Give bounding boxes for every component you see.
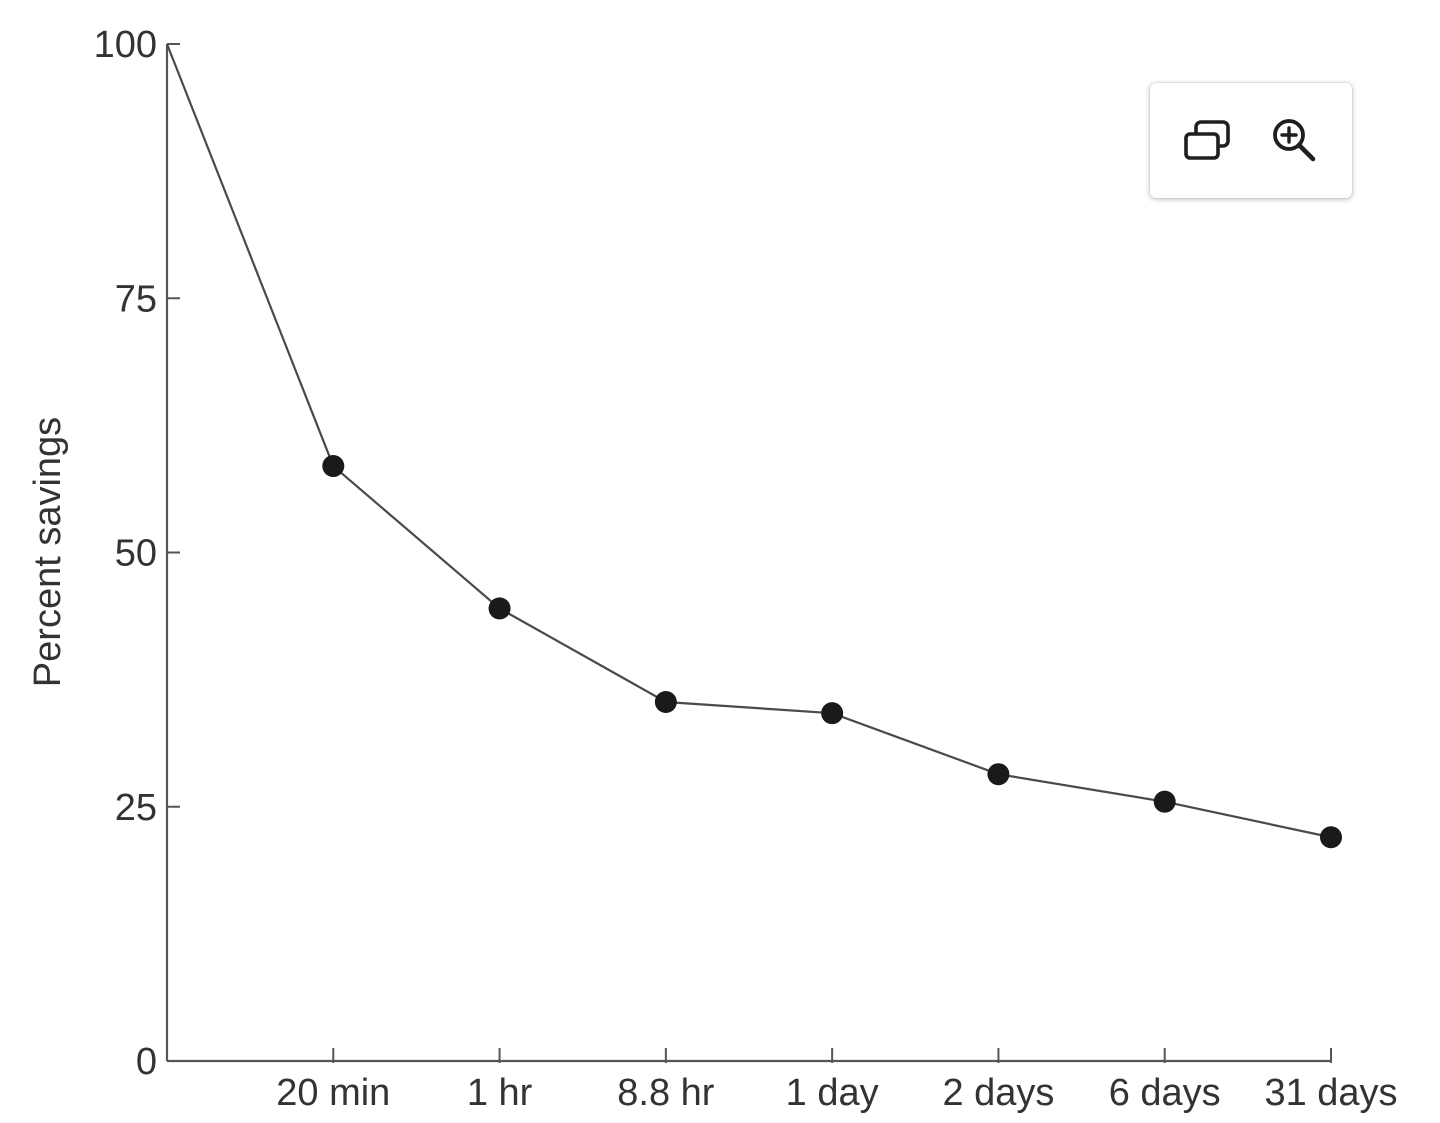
data-point [654,690,677,713]
y-axis: 0 25 50 75 100 [94,24,180,1083]
x-tick-label: 20 min [276,1072,390,1114]
x-tick-label: 6 days [1109,1072,1221,1114]
figure-toolbar [1150,83,1352,198]
x-axis: 20 min 1 hr 8.8 hr 1 day 2 days 6 days 31 days [167,1048,1398,1114]
data-point [821,702,844,725]
y-tick-label: 25 [115,787,157,829]
data-point [1320,826,1342,849]
zoom-in-button[interactable] [1266,113,1322,169]
data-point [1153,790,1176,813]
series-line [165,43,1332,839]
data-series [165,43,1342,849]
data-point [322,455,345,478]
x-tick-label: 31 days [1264,1072,1397,1114]
y-tick-label: 100 [94,24,157,66]
x-tick-label: 1 hr [467,1072,533,1114]
zoom-in-icon [1273,118,1316,161]
x-tick-label: 2 days [942,1072,1054,1114]
copy-windows-icon [1184,119,1230,160]
y-axis-label: Percent savings [27,417,69,687]
y-tick-label: 0 [136,1041,157,1083]
data-point [987,763,1010,786]
y-tick-label: 75 [115,278,157,320]
x-tick-label: 8.8 hr [617,1072,715,1114]
data-point [488,597,511,620]
copy-button[interactable] [1180,113,1236,169]
y-tick-label: 50 [115,533,157,575]
x-tick-label: 1 day [786,1072,879,1114]
